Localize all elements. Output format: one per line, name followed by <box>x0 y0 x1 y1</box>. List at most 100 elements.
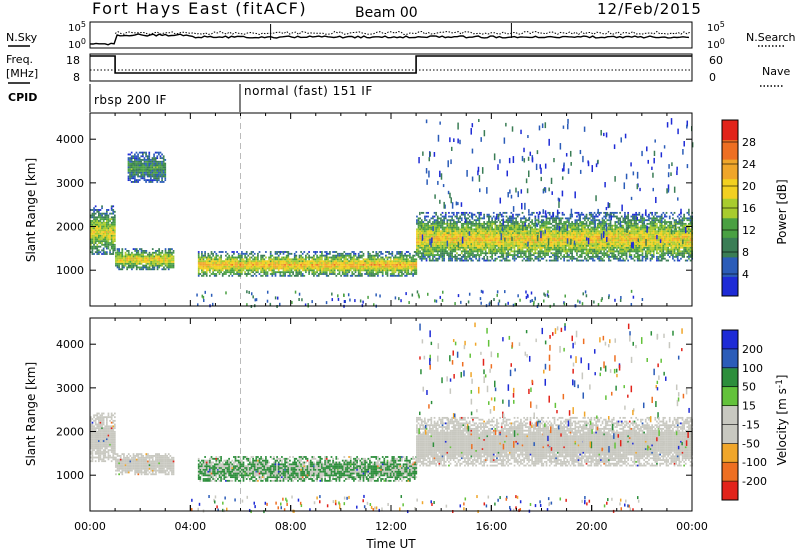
power-cell <box>416 232 418 234</box>
power-cell <box>504 224 506 227</box>
power-cell <box>566 230 569 233</box>
power-cell <box>481 228 484 231</box>
power-cell <box>142 264 144 267</box>
power-cell <box>146 157 149 160</box>
power-cell <box>148 151 151 154</box>
power-cell <box>564 241 567 244</box>
power-cell <box>261 263 264 266</box>
power-cell <box>305 265 307 268</box>
power-cell <box>529 257 532 260</box>
power-cell <box>250 252 253 255</box>
power-cell <box>499 250 501 253</box>
power-cell <box>427 232 429 234</box>
power-cell <box>110 225 113 228</box>
power-cell <box>255 256 258 259</box>
power-cell <box>540 226 543 229</box>
power-cell <box>164 268 167 271</box>
power-cell <box>107 221 110 224</box>
power-cell <box>441 222 444 225</box>
power-cell <box>563 255 565 258</box>
power-cell <box>404 271 406 274</box>
power-cell <box>112 245 115 248</box>
power-cell <box>205 271 208 274</box>
power-cell <box>561 224 564 227</box>
power-cell <box>147 257 149 260</box>
power-cell <box>472 243 474 245</box>
power-cell <box>209 262 211 264</box>
power-cell <box>164 261 167 263</box>
power-cell <box>313 269 315 272</box>
power-cell <box>588 246 591 249</box>
power-cell <box>362 260 365 263</box>
power-cell <box>584 235 586 238</box>
power-cell <box>127 160 130 163</box>
power-cell <box>110 234 113 237</box>
power-cell <box>505 237 508 240</box>
power-cell <box>220 260 222 263</box>
power-cell <box>285 269 288 272</box>
power-cell <box>101 223 103 226</box>
power-cell <box>508 237 511 240</box>
power-cell <box>145 162 147 165</box>
power-cell <box>492 222 495 225</box>
power-cell <box>397 267 400 270</box>
power-cell <box>172 251 175 254</box>
power-cell <box>515 221 517 223</box>
power-cell <box>348 262 350 264</box>
power-cell <box>327 258 330 261</box>
power-cell <box>378 258 381 261</box>
power-cell <box>558 230 561 233</box>
power-cell <box>207 265 210 268</box>
power-cell <box>441 257 444 260</box>
power-cell <box>550 230 553 233</box>
power-cell <box>592 222 594 225</box>
power-cell <box>325 271 328 274</box>
power-cell <box>98 212 100 215</box>
power-cell <box>129 262 132 265</box>
power-cell <box>101 253 103 255</box>
power-cell <box>448 211 450 214</box>
power-cell <box>135 261 138 263</box>
power-cell <box>372 269 374 272</box>
power-cell <box>448 254 450 256</box>
power-cell <box>451 243 453 245</box>
power-cell <box>148 175 151 178</box>
power-cell <box>492 239 495 242</box>
power-cell <box>389 258 392 261</box>
power-cell <box>394 260 397 263</box>
power-cell <box>454 239 457 242</box>
power-cell <box>542 224 545 227</box>
power-cell <box>545 228 548 231</box>
power-cell <box>420 241 423 244</box>
power-cell <box>274 262 277 264</box>
power-cell <box>118 266 120 269</box>
power-cell <box>367 267 370 270</box>
power-cell <box>213 265 216 268</box>
power-cell <box>481 257 484 260</box>
power-cell <box>405 256 408 259</box>
power-cell <box>542 235 545 238</box>
power-cell <box>515 222 517 225</box>
power-cell <box>515 244 517 247</box>
power-cell <box>413 263 416 266</box>
power-cell <box>94 234 97 237</box>
power-cell <box>155 264 157 267</box>
power-cell <box>106 234 108 237</box>
power-cell <box>332 267 334 270</box>
power-cell <box>266 265 269 268</box>
power-cell <box>422 226 425 229</box>
power-cell <box>443 250 445 253</box>
power-cell <box>110 243 113 246</box>
power-cell <box>523 232 525 234</box>
power-cell <box>413 271 416 274</box>
power-cell <box>592 219 594 222</box>
power-cell <box>277 254 280 257</box>
power-cell <box>281 256 283 259</box>
power-cell <box>428 246 431 249</box>
power-cell <box>424 243 426 245</box>
power-cell <box>475 232 477 234</box>
power-cell <box>273 258 275 261</box>
power-cell <box>345 265 347 268</box>
power-cell <box>265 274 267 277</box>
power-cell <box>470 257 473 260</box>
